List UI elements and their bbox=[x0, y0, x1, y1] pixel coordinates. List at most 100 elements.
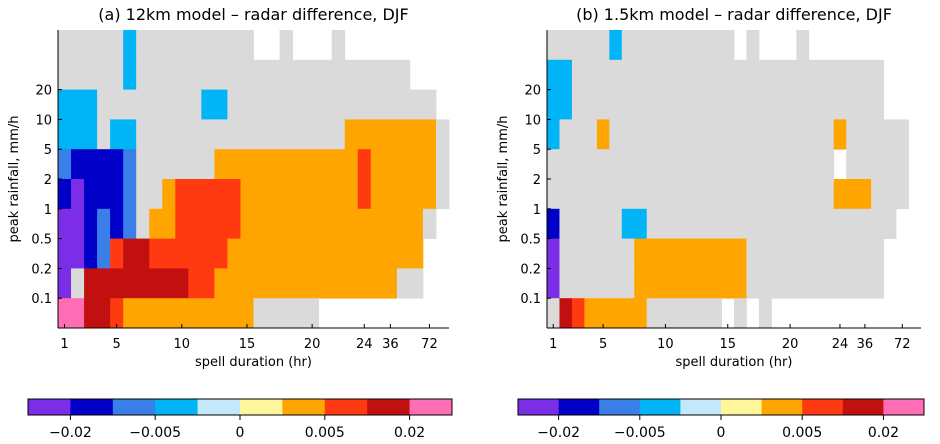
heatmap-cell bbox=[559, 119, 598, 150]
heatmap-cell bbox=[123, 30, 137, 61]
heatmap-cell bbox=[279, 30, 293, 61]
heatmap-cell bbox=[833, 179, 872, 210]
heatmap-cell bbox=[547, 149, 835, 180]
heatmap-cell bbox=[396, 268, 424, 299]
chart-title: (a) 12km model – radar difference, DJF bbox=[98, 5, 408, 24]
heatmap-cell bbox=[547, 238, 560, 269]
heatmap-cell bbox=[833, 119, 847, 150]
heatmap-cell bbox=[571, 298, 585, 329]
x-axis-label: spell duration (hr) bbox=[195, 355, 312, 370]
heatmap-cell bbox=[584, 298, 648, 329]
colorbar-swatch bbox=[761, 399, 803, 415]
x-tick-label: 36 bbox=[382, 337, 399, 352]
heatmap-cell bbox=[162, 268, 189, 299]
heatmap-cell bbox=[357, 179, 372, 210]
heatmap-cell bbox=[746, 268, 884, 299]
heatmap-cell bbox=[796, 30, 810, 61]
y-tick-label: 10 bbox=[35, 113, 52, 128]
x-axis-label: spell duration (hr) bbox=[676, 355, 793, 370]
heatmap-cell bbox=[547, 30, 610, 61]
y-tick-label: 5 bbox=[533, 143, 541, 158]
x-tick-label: 5 bbox=[113, 337, 121, 352]
colorbar-tick-label: 0.02 bbox=[868, 425, 899, 441]
heatmap-cell bbox=[58, 238, 85, 269]
heatmap-cell bbox=[547, 298, 560, 329]
heatmap-cell bbox=[123, 208, 137, 239]
x-tick-label: 15 bbox=[719, 337, 736, 352]
heatmap-cell bbox=[97, 238, 111, 269]
heatmap-cell bbox=[435, 119, 450, 150]
colorbar-tick-label: 0.02 bbox=[394, 425, 425, 441]
heatmap-cell bbox=[110, 298, 124, 329]
heatmap-cell bbox=[422, 208, 437, 239]
heatmap-cell bbox=[97, 119, 111, 150]
colorbar-swatch bbox=[599, 399, 641, 415]
heatmap-cell bbox=[547, 59, 573, 90]
heatmap-cell bbox=[188, 268, 215, 299]
heatmap-cell bbox=[734, 298, 747, 329]
heatmap-cell bbox=[123, 59, 137, 90]
colorbar-swatch bbox=[367, 399, 410, 415]
heatmap-cell bbox=[84, 268, 163, 299]
heatmap-cell bbox=[559, 208, 623, 239]
heatmap-cell bbox=[547, 208, 560, 239]
heatmap-cell bbox=[201, 89, 228, 120]
y-tick-label: 10 bbox=[524, 113, 541, 128]
heatmap-cell bbox=[609, 30, 623, 61]
y-tick-label: 20 bbox=[524, 84, 541, 99]
heatmap-cell bbox=[136, 179, 163, 210]
x-tick-label: 15 bbox=[239, 337, 256, 352]
x-tick-label: 20 bbox=[304, 337, 321, 352]
heatmap-cell bbox=[84, 238, 98, 269]
x-tick-label: 10 bbox=[174, 337, 191, 352]
panel-a: (a) 12km model – radar difference, DJF 0.… bbox=[7, 5, 453, 441]
colorbar-swatch bbox=[558, 399, 600, 415]
colorbar-swatch bbox=[282, 399, 326, 415]
heatmap-cell bbox=[621, 30, 735, 61]
colorbar-tick-label: −0.02 bbox=[537, 425, 580, 441]
heatmap-cell bbox=[84, 298, 98, 329]
heatmap-cell bbox=[559, 298, 573, 329]
colorbar-swatch bbox=[639, 399, 681, 415]
x-tick-label: 1 bbox=[549, 337, 557, 352]
heatmap-cell bbox=[846, 149, 909, 180]
heatmap-cell bbox=[175, 208, 241, 239]
y-tick-label: 1 bbox=[533, 203, 541, 218]
heatmap-cell bbox=[58, 208, 85, 239]
y-axis-label: peak rainfall, mm/h bbox=[496, 115, 511, 242]
heatmap-cell bbox=[547, 179, 835, 210]
heatmap-cell bbox=[559, 238, 635, 269]
heatmap-cell bbox=[58, 89, 98, 120]
heatmap-cell bbox=[227, 238, 424, 269]
heatmap-cell bbox=[435, 149, 450, 180]
heatmap-cell bbox=[609, 119, 835, 150]
colorbar-swatch bbox=[197, 399, 241, 415]
heatmap-cell bbox=[547, 89, 573, 120]
colorbar-swatch bbox=[518, 399, 559, 415]
heatmap-cell bbox=[559, 268, 635, 299]
heatmap-cell bbox=[58, 59, 124, 90]
heatmap-cell bbox=[136, 119, 346, 150]
heatmap-cell bbox=[58, 119, 98, 150]
heatmap-cell bbox=[149, 238, 228, 269]
colorbar-tick-label: 0.005 bbox=[782, 425, 822, 441]
x-tick-label: 24 bbox=[832, 337, 849, 352]
y-tick-label: 5 bbox=[44, 143, 52, 158]
heatmap-cell bbox=[110, 119, 137, 150]
heatmap-cell bbox=[71, 179, 85, 210]
colorbar-swatch bbox=[409, 399, 453, 415]
colorbar-tick-label: −0.02 bbox=[49, 425, 92, 441]
heatmap-cell bbox=[331, 30, 346, 61]
colorbar-swatch bbox=[155, 399, 198, 415]
colorbar-swatch bbox=[680, 399, 722, 415]
heatmap-cell bbox=[123, 179, 137, 210]
heatmap-cell bbox=[175, 179, 241, 210]
heatmap-cell bbox=[746, 30, 760, 61]
heatmap-cell bbox=[71, 268, 85, 299]
heatmap-cell bbox=[214, 149, 359, 180]
heatmap-cell bbox=[871, 179, 909, 210]
heatmap-cell bbox=[846, 119, 909, 150]
heatmap-cell bbox=[227, 89, 437, 120]
heatmap-cell bbox=[136, 59, 411, 90]
